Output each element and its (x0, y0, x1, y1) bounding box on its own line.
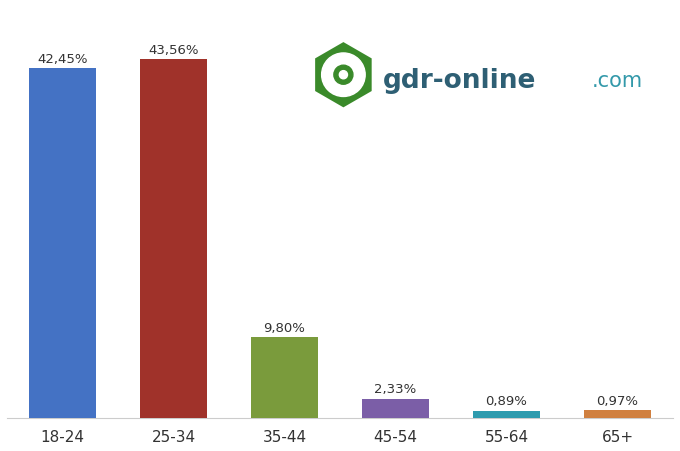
Circle shape (339, 71, 347, 80)
Polygon shape (315, 43, 372, 108)
Bar (362, 399, 429, 418)
Text: 43,56%: 43,56% (148, 44, 199, 56)
Bar (584, 410, 651, 418)
Bar (251, 337, 318, 418)
Text: 9,80%: 9,80% (264, 321, 305, 334)
Text: 2,33%: 2,33% (375, 382, 417, 396)
Bar (29, 69, 96, 418)
Wedge shape (323, 81, 347, 97)
Text: .com: .com (592, 71, 643, 91)
Bar (473, 411, 540, 418)
Text: 0,97%: 0,97% (596, 394, 639, 407)
Bar (140, 60, 207, 418)
Circle shape (334, 66, 353, 85)
Text: 42,45%: 42,45% (37, 53, 88, 66)
Text: 0,89%: 0,89% (486, 395, 528, 407)
Circle shape (322, 54, 365, 97)
Text: gdr-online: gdr-online (383, 68, 537, 94)
Wedge shape (356, 62, 365, 89)
